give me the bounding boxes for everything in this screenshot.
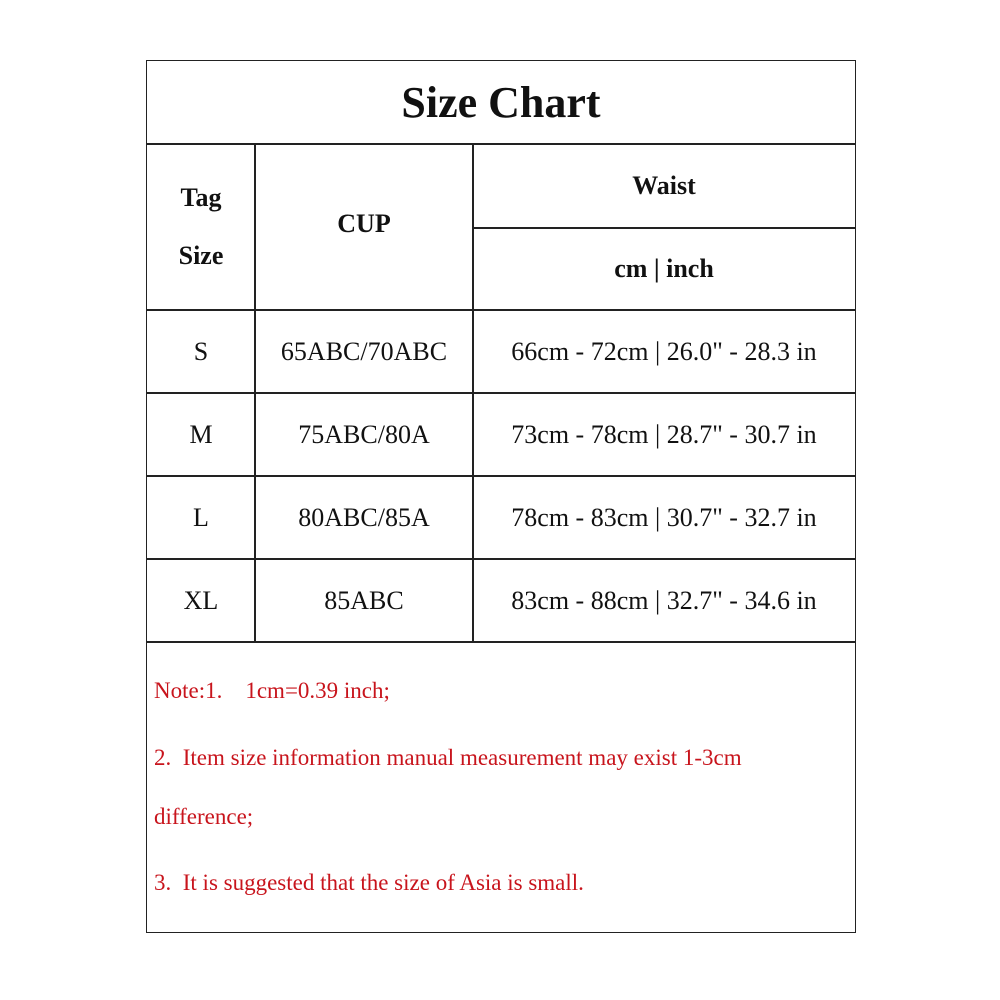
header-tag-size-line2: Size (178, 241, 224, 270)
note-2-cont: difference; (154, 804, 254, 829)
header-waist: Waist (472, 143, 856, 229)
note-3: 3. It is suggested that the size of Asia… (154, 870, 584, 895)
cell-cup: 65ABC/70ABC (254, 309, 474, 394)
cell-cup: 75ABC/80A (254, 392, 474, 477)
cell-waist: 78cm - 83cm | 30.7" - 32.7 in (472, 475, 856, 560)
cell-waist: 83cm - 88cm | 32.7" - 34.6 in (472, 558, 856, 643)
note-2: 2. Item size information manual measurem… (154, 745, 742, 770)
note-1: Note:1. 1cm=0.39 inch; (154, 678, 390, 703)
header-tag-size-line1: Tag (180, 183, 222, 212)
cell-size: M (146, 392, 256, 477)
cell-cup: 80ABC/85A (254, 475, 474, 560)
cell-waist: 73cm - 78cm | 28.7" - 30.7 in (472, 392, 856, 477)
cell-size: XL (146, 558, 256, 643)
page-title: Size Chart (146, 60, 856, 145)
cell-size: S (146, 309, 256, 394)
header-cup: CUP (254, 143, 474, 311)
cell-size: L (146, 475, 256, 560)
header-tag-size: Tag Size (146, 143, 256, 311)
header-waist-units: cm | inch (472, 227, 856, 311)
cell-waist: 66cm - 72cm | 26.0" - 28.3 in (472, 309, 856, 394)
cell-cup: 85ABC (254, 558, 474, 643)
notes-section: Note:1. 1cm=0.39 inch; 2. Item size info… (146, 641, 856, 933)
